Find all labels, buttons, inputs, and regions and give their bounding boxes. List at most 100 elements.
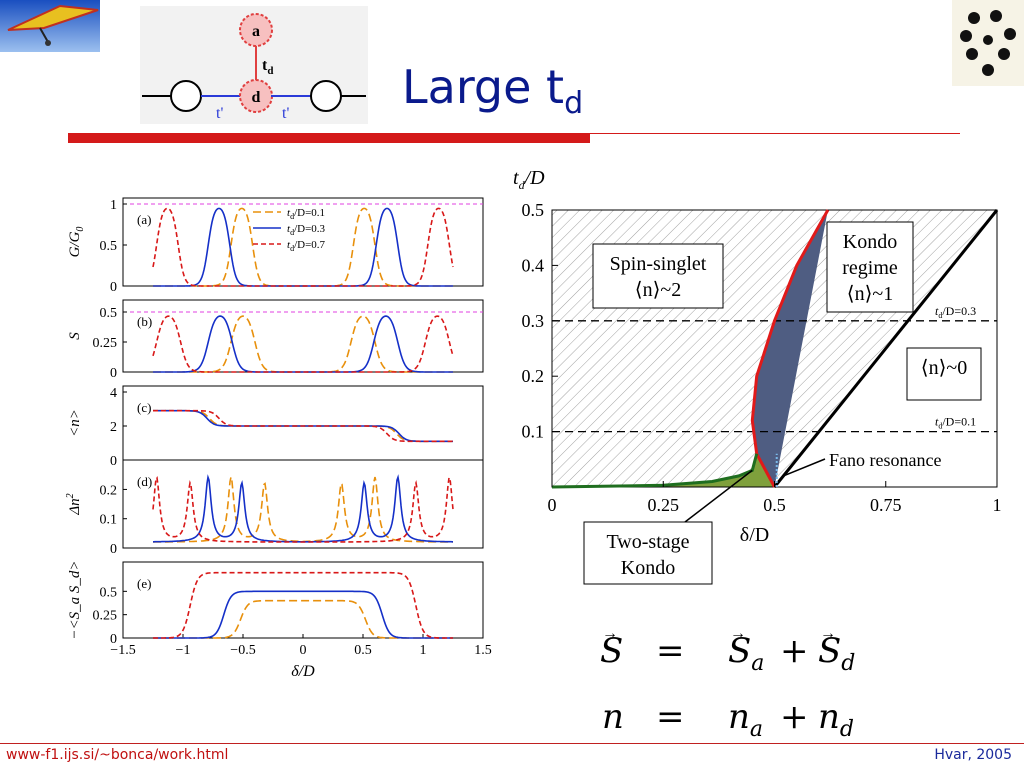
- phase-y-tick-label: 0.4: [522, 255, 545, 275]
- eq1-rhs-d-arrow: →: [820, 625, 836, 642]
- td-guide-label: td/D=0.1: [935, 415, 976, 431]
- hang-glider-logo: [0, 0, 100, 52]
- title-rule: [68, 133, 590, 143]
- two-stage-label-box: [583, 521, 713, 585]
- two-stage-label-text: Kondo: [621, 557, 675, 579]
- kondo-label-text: Kondo: [843, 231, 897, 253]
- y-tick-label: 0: [110, 280, 117, 295]
- eq2-rhs-d: nd: [818, 697, 854, 742]
- empty-label-text: ⟨n⟩~0: [921, 357, 967, 379]
- hopping-td-label: td: [262, 57, 273, 77]
- y-tick-label: 0.5: [100, 239, 118, 254]
- spin-singlet-label-text: ⟨n⟩~2: [635, 279, 681, 301]
- kondo-label-text: ⟨n⟩~1: [847, 283, 893, 305]
- series-line-t_d/D=0.1: [153, 476, 453, 543]
- eq2-equals: =: [656, 697, 685, 737]
- eq1-rhs-a-arrow: →: [730, 625, 746, 642]
- hopping-right-label: t': [282, 105, 289, 122]
- y-tick-label: 1: [110, 198, 117, 213]
- eq1-lhs-arrow: →: [602, 625, 618, 642]
- series-line-t_d/D=0.3: [153, 474, 453, 543]
- panel-ylabel: S: [67, 332, 83, 340]
- y-tick-label: 0: [110, 454, 117, 469]
- site-d-label: d: [252, 89, 261, 106]
- phase-x-tick-label: 0: [548, 495, 557, 515]
- footer-date: Hvar, 2005: [934, 747, 1012, 763]
- kondo-label-box: [826, 221, 914, 313]
- eq1-plus: +: [780, 631, 809, 671]
- panel-frame: [122, 385, 484, 461]
- eq1-lhs: S: [600, 631, 623, 671]
- title-rule-thin: [590, 133, 960, 134]
- impurity-schematic: a d td t' t': [140, 6, 368, 124]
- hopping-left-label: t': [216, 105, 223, 122]
- transport-chart: −1.5 −1 −0.5 0 0.5 1 1.5 δ/D 0 0.5 1 (a) G/G0 0 0.25 0.…: [65, 197, 492, 680]
- eq1-rhs-a: Sa: [728, 631, 764, 676]
- eq1-rhs-d: Sd: [818, 631, 855, 676]
- phase-x-tick-label: 0.5: [763, 495, 786, 515]
- x-tick-label: 0: [300, 643, 307, 658]
- series-line-t_d/D=0.7: [152, 315, 454, 373]
- legend-label: td/D=0.7: [287, 239, 326, 253]
- legend-label: td/D=0.1: [287, 207, 325, 221]
- y-tick-label: 0: [110, 366, 117, 381]
- phase-y-tick-label: 0.3: [522, 311, 545, 331]
- phase-y-tick-label: 0.5: [522, 200, 545, 220]
- eq2-plus: +: [780, 697, 809, 737]
- panel-ylabel: −<S_a S_d>: [67, 560, 83, 639]
- x-axis-label: δ/D: [291, 663, 315, 680]
- two-stage-boundary: [551, 453, 759, 489]
- two-stage-label-text: Two-stage: [606, 531, 689, 553]
- y-tick-label: 0.25: [93, 609, 118, 624]
- phase-x-tick-label: 1: [993, 495, 1002, 515]
- kondo-region: [752, 210, 997, 487]
- x-tick-label: −1: [176, 643, 191, 658]
- phase-x-tick-label: 0.25: [648, 495, 680, 515]
- phase-x-axis-label: δ/D: [740, 524, 769, 546]
- panel-frame: [122, 561, 484, 639]
- x-tick-label: 1.5: [474, 643, 492, 658]
- panel-ylabel: <n>: [67, 409, 83, 437]
- two-stage-arrow: [684, 469, 753, 523]
- y-tick-label: 4: [110, 386, 117, 401]
- kondo-label-text: regime: [842, 257, 898, 279]
- site-a: [239, 13, 273, 47]
- series-line-t_d/D=0.3: [153, 315, 453, 373]
- y-tick-label: 0.5: [100, 585, 118, 600]
- panel-frame: [122, 459, 484, 549]
- y-tick-label: 0.2: [100, 483, 118, 498]
- phase-y-axis-label: td/D: [513, 167, 545, 192]
- series-line-t_d/D=0.7: [152, 476, 454, 543]
- two-stage-region: [552, 453, 775, 487]
- phase-x-tick-label: 0.75: [870, 495, 902, 515]
- eq2-rhs-a: na: [728, 697, 763, 742]
- y-tick-label: 0.25: [93, 336, 118, 351]
- y-tick-label: 0: [110, 542, 117, 557]
- footer-rule: [0, 743, 1024, 744]
- series-line-t_d/D=0.7: [152, 207, 454, 287]
- x-tick-label: −0.5: [230, 643, 255, 658]
- legend-label: td/D=0.3: [287, 223, 326, 237]
- eq1-equals: =: [656, 631, 685, 671]
- fano-arrow: [783, 458, 826, 477]
- site-a-label: a: [252, 23, 260, 40]
- fano-label: Fano resonance: [829, 450, 941, 470]
- panel-ylabel: Δn2: [65, 493, 83, 515]
- series-line-t_d/D=0.1: [153, 599, 453, 639]
- footer-url[interactable]: www-f1.ijs.si/~bonca/work.html: [6, 747, 229, 763]
- series-line-t_d/D=0.1: [153, 315, 453, 373]
- equations: S → = Sa → + Sd → n = na + nd: [600, 625, 855, 742]
- eq2-lhs: n: [602, 697, 624, 737]
- y-tick-label: 0.5: [100, 306, 118, 321]
- series-line-t_d/D=0.7: [153, 409, 453, 443]
- series-line-t_d/D=0.3: [153, 590, 453, 639]
- panel-tag: (b): [137, 314, 152, 329]
- empty-kondo-boundary: [773, 209, 999, 488]
- series-line-t_d/D=0.1: [153, 409, 453, 443]
- empty-label-box: [906, 347, 982, 401]
- y-tick-label: 0: [110, 632, 117, 647]
- spin-singlet-label-box: [592, 243, 724, 309]
- y-tick-label: 2: [110, 420, 117, 435]
- spin-singlet-label-text: Spin-singlet: [610, 253, 707, 275]
- panel-tag: (c): [137, 400, 151, 415]
